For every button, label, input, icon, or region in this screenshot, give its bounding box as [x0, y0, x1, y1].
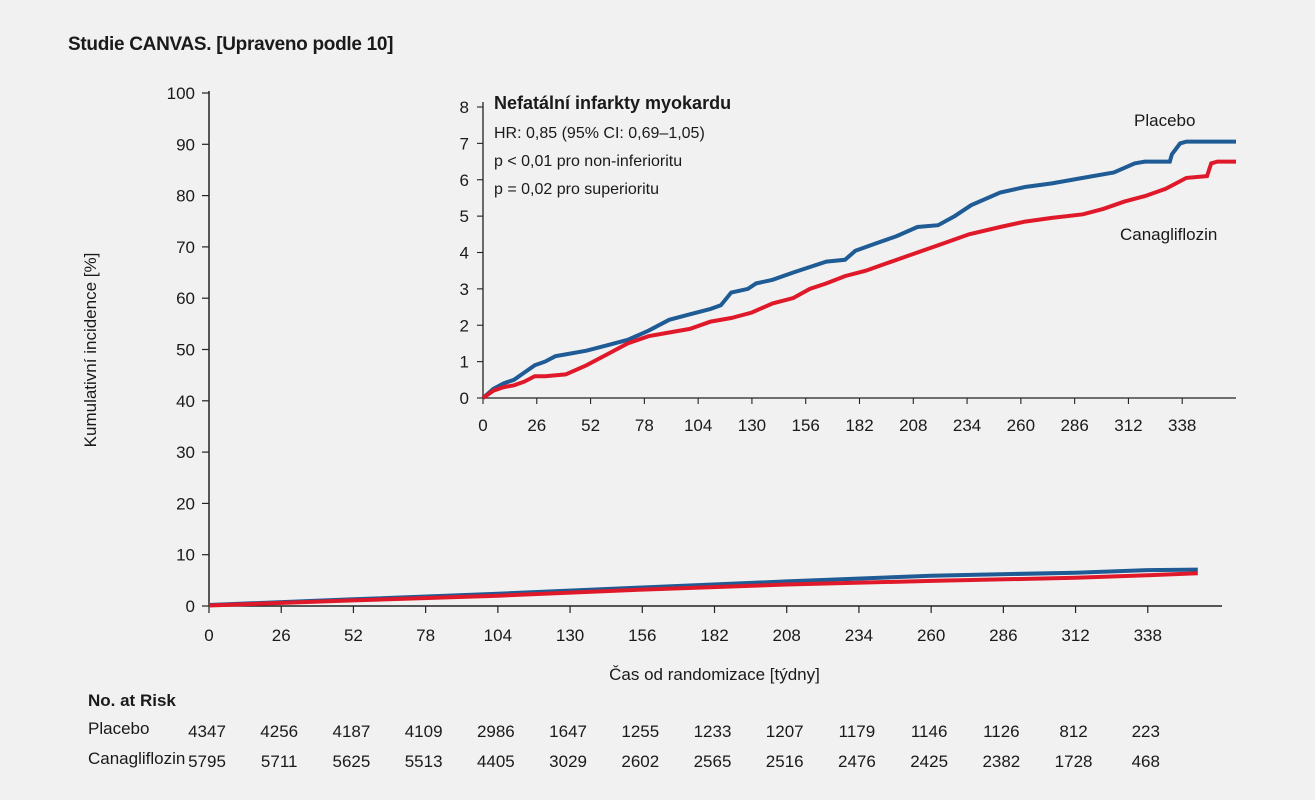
risk-value-placebo: 1207	[766, 722, 804, 741]
main-y-tick-label: 50	[176, 341, 195, 360]
risk-value-placebo: 4187	[333, 722, 371, 741]
inset-y-tick-label: 3	[460, 280, 469, 299]
inset-y-tick-label: 8	[460, 98, 469, 117]
inset-x-tick-label: 234	[953, 416, 981, 435]
risk-value-placebo: 2986	[477, 722, 515, 741]
inset-y-tick-label: 2	[460, 316, 469, 335]
inset-x-tick-label: 26	[527, 416, 546, 435]
inset-y-tick-label: 4	[460, 244, 469, 263]
risk-value-placebo: 812	[1059, 722, 1087, 741]
risk-value-placebo: 1179	[839, 722, 876, 741]
main-y-tick-label: 30	[176, 443, 195, 462]
inset-annotation: p < 0,01 pro non-inferioritu	[494, 153, 682, 170]
main-y-tick-label: 100	[167, 84, 195, 103]
risk-value-canagliflozin: 5625	[333, 752, 371, 771]
main-y-tick-label: 10	[176, 546, 195, 565]
risk-value-placebo: 1126	[983, 722, 1020, 741]
main-y-tick-label: 70	[176, 238, 195, 257]
inset-title: Nefatální infarkty myokardu	[494, 93, 731, 113]
inset-y-tick-label: 1	[460, 353, 469, 372]
inset-x-tick-label: 260	[1007, 416, 1035, 435]
risk-value-canagliflozin: 5513	[405, 752, 443, 771]
risk-value-canagliflozin: 2602	[621, 752, 659, 771]
inset-x-tick-label: 52	[581, 416, 600, 435]
risk-value-placebo: 223	[1132, 722, 1160, 741]
main-x-tick-label: 208	[773, 626, 801, 645]
main-y-tick-label: 80	[176, 187, 195, 206]
main-y-tick-label: 0	[186, 597, 195, 616]
inset-annotation: HR: 0,85 (95% CI: 0,69–1,05)	[494, 125, 705, 142]
page-title: Studie CANVAS. [Upraveno podle 10]	[68, 34, 394, 55]
inset-x-tick-label: 78	[635, 416, 654, 435]
risk-value-canagliflozin: 2476	[838, 752, 876, 771]
inset-y-tick-label: 0	[460, 389, 469, 408]
main-x-tick-label: 0	[204, 626, 213, 645]
inset-label-canagliflozin: Canagliflozin	[1120, 225, 1217, 244]
main-y-axis-label: Kumulativní incidence [%]	[81, 253, 100, 448]
inset-x-tick-label: 0	[478, 416, 487, 435]
main-x-tick-label: 286	[989, 626, 1017, 645]
risk-value-canagliflozin: 5711	[261, 752, 298, 771]
risk-value-canagliflozin: 3029	[549, 752, 587, 771]
inset-y-tick-label: 7	[460, 134, 469, 153]
risk-value-placebo: 4347	[188, 722, 226, 741]
inset-x-tick-label: 338	[1168, 416, 1196, 435]
main-x-tick-label: 130	[556, 626, 584, 645]
main-y-tick-label: 20	[176, 494, 195, 513]
risk-value-canagliflozin: 1728	[1055, 752, 1093, 771]
inset-annotation: p = 0,02 pro superioritu	[494, 181, 659, 198]
main-x-tick-label: 260	[917, 626, 945, 645]
main-x-tick-label: 182	[700, 626, 728, 645]
inset-x-tick-label: 286	[1060, 416, 1088, 435]
risk-value-canagliflozin: 468	[1132, 752, 1160, 771]
risk-value-canagliflozin: 2516	[766, 752, 804, 771]
main-x-tick-label: 338	[1134, 626, 1162, 645]
risk-value-placebo: 1233	[694, 722, 732, 741]
inset-x-tick-label: 312	[1114, 416, 1142, 435]
risk-row-label-canagliflozin: Canagliflozin	[88, 749, 186, 768]
risk-value-canagliflozin: 2565	[694, 752, 732, 771]
inset-x-tick-label: 104	[684, 416, 712, 435]
main-x-tick-label: 104	[484, 626, 512, 645]
main-series-line-canagliflozin	[208, 571, 1198, 608]
risk-value-canagliflozin: 4405	[477, 752, 515, 771]
inset-y-tick-label: 6	[460, 171, 469, 190]
main-x-tick-label: 78	[416, 626, 435, 645]
main-x-tick-label: 156	[628, 626, 656, 645]
inset-y-tick-label: 5	[460, 207, 469, 226]
inset-x-tick-label: 156	[792, 416, 820, 435]
risk-row-label-placebo: Placebo	[88, 719, 150, 738]
main-x-tick-label: 234	[845, 626, 873, 645]
risk-value-placebo: 1255	[621, 722, 659, 741]
main-x-tick-label: 312	[1061, 626, 1089, 645]
risk-value-canagliflozin: 5795	[188, 752, 226, 771]
risk-value-placebo: 4109	[405, 722, 443, 741]
risk-value-placebo: 1647	[549, 722, 587, 741]
inset-x-tick-label: 208	[899, 416, 927, 435]
risk-value-canagliflozin: 2425	[910, 752, 948, 771]
risk-value-placebo: 4256	[260, 722, 298, 741]
main-x-tick-label: 52	[344, 626, 363, 645]
main-y-tick-label: 60	[176, 289, 195, 308]
inset-x-tick-label: 182	[845, 416, 873, 435]
main-x-axis-label: Čas od randomizace [týdny]	[609, 665, 820, 684]
risk-value-canagliflozin: 2382	[982, 752, 1020, 771]
inset-label-placebo: Placebo	[1134, 111, 1195, 130]
risk-value-placebo: 1146	[911, 722, 948, 741]
inset-series-line-placebo	[481, 139, 1236, 400]
risk-table-heading: No. at Risk	[88, 691, 176, 710]
main-y-tick-label: 90	[176, 135, 195, 154]
inset-x-tick-label: 130	[738, 416, 766, 435]
main-x-tick-label: 26	[272, 626, 291, 645]
main-y-tick-label: 40	[176, 392, 195, 411]
inset-series-line-canagliflozin	[481, 159, 1236, 400]
